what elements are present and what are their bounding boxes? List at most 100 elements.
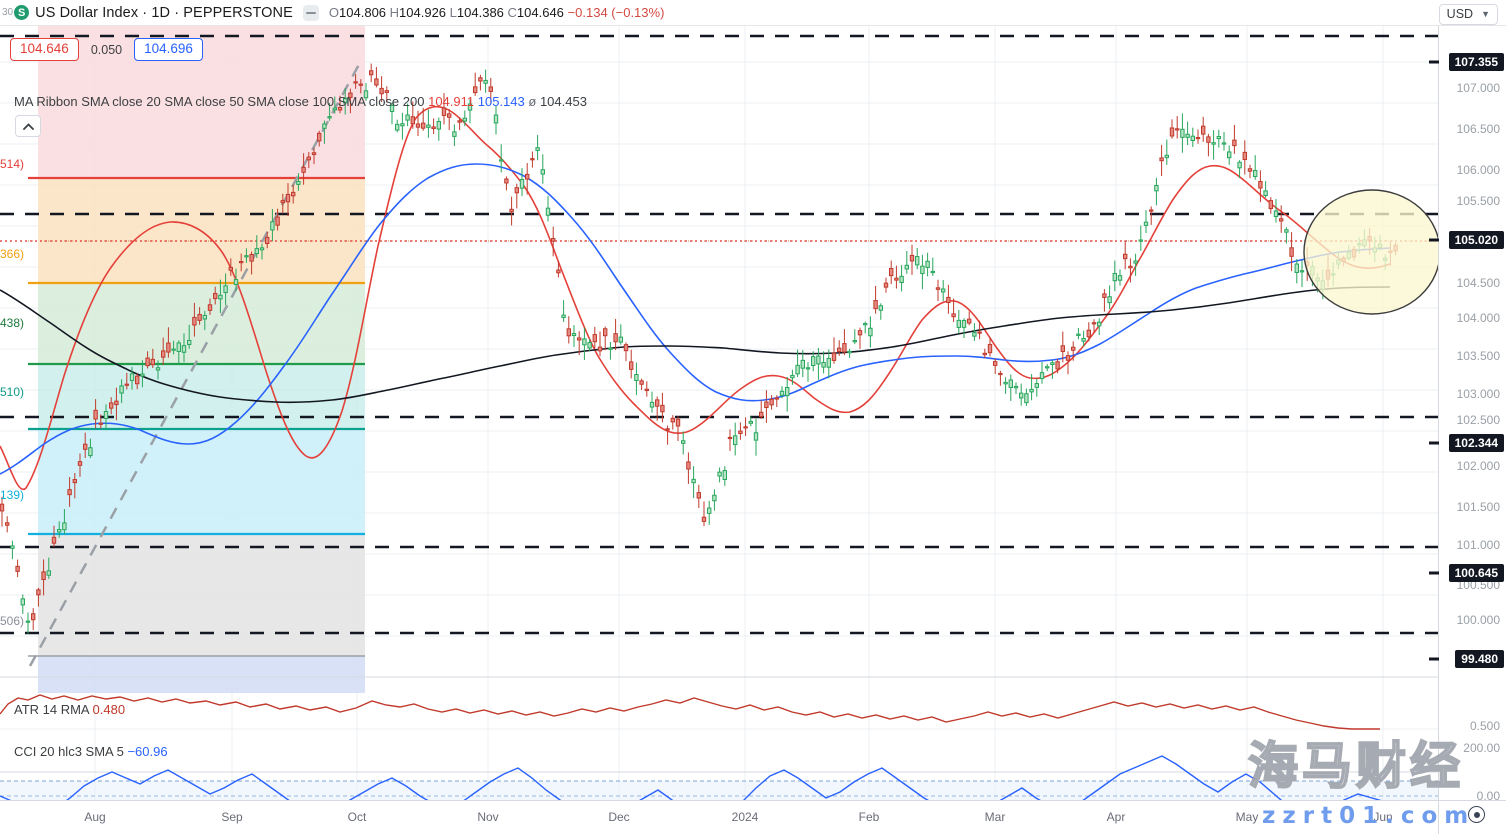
candle-body bbox=[317, 132, 322, 142]
candle-body bbox=[597, 346, 603, 352]
spread-value: 0.050 bbox=[90, 42, 123, 57]
cci-value: −60.96 bbox=[127, 744, 168, 759]
candle-body bbox=[405, 114, 410, 121]
candle-body bbox=[1117, 275, 1123, 281]
atr-name: ATR 14 RMA bbox=[14, 702, 89, 717]
candle-body bbox=[1086, 329, 1091, 338]
fib-level-label: 366) bbox=[0, 247, 25, 261]
candle-body bbox=[759, 411, 764, 418]
candle-body bbox=[925, 260, 930, 268]
symbol-title[interactable]: US Dollar Index · 1D · PEPPERSTONE bbox=[35, 4, 293, 21]
candle-body bbox=[1050, 362, 1055, 366]
candle-body bbox=[1024, 393, 1029, 404]
candle-body bbox=[353, 81, 358, 84]
quote-pill-row: 104.646 0.050 104.696 bbox=[10, 38, 203, 61]
candle-body bbox=[265, 236, 270, 245]
candle-body bbox=[254, 248, 260, 255]
candle-body bbox=[301, 166, 306, 173]
bid-price-pill[interactable]: 104.646 bbox=[10, 38, 79, 61]
candle-body bbox=[291, 191, 296, 197]
candle-body bbox=[831, 352, 837, 361]
candle-body bbox=[1055, 361, 1060, 370]
candle-body bbox=[545, 207, 551, 216]
candle-body bbox=[280, 200, 286, 204]
atr-legend[interactable]: ATR 14 RMA 0.480 bbox=[14, 702, 125, 717]
candle-body bbox=[421, 122, 426, 129]
indicator-tick: 0.00 bbox=[1476, 789, 1500, 803]
ask-price-pill[interactable]: 104.696 bbox=[134, 38, 203, 61]
cci-legend[interactable]: CCI 20 hlc3 SMA 5 −60.96 bbox=[14, 744, 168, 759]
average-icon: ø bbox=[528, 94, 537, 109]
price-axis[interactable]: 107.000 106.500 106.000 105.500 104.500 104.0… bbox=[1429, 26, 1506, 822]
candle-body bbox=[691, 478, 696, 484]
price-level-tag[interactable]: 99.480 bbox=[1455, 650, 1504, 668]
candle-body bbox=[571, 333, 577, 337]
candle-body bbox=[1159, 157, 1164, 162]
watermark-chinese: 海马财经 bbox=[1247, 736, 1464, 796]
candle-body bbox=[1242, 151, 1247, 160]
candle-body bbox=[452, 131, 457, 137]
candle-body bbox=[36, 589, 41, 596]
candle-body bbox=[10, 545, 15, 549]
price-level-tag[interactable]: 105.020 bbox=[1448, 231, 1504, 249]
candle-body bbox=[218, 294, 223, 300]
candle-body bbox=[909, 254, 915, 262]
candle-body bbox=[109, 402, 114, 409]
candle-body bbox=[1102, 293, 1107, 298]
candle-body bbox=[1206, 136, 1211, 143]
candle-body bbox=[863, 323, 868, 326]
candle-body bbox=[577, 337, 582, 341]
candle-body bbox=[103, 411, 109, 419]
candle-body bbox=[462, 117, 468, 122]
currency-selector[interactable]: USD ▼ bbox=[1438, 4, 1498, 25]
watermark-url: zzrt01.com bbox=[1262, 803, 1476, 829]
candle-body bbox=[473, 86, 478, 94]
price-tick: 106.500 bbox=[1456, 122, 1500, 136]
candle-body bbox=[1008, 379, 1013, 388]
candle-body bbox=[660, 404, 665, 413]
candle-body bbox=[447, 113, 452, 118]
ma-ribbon-value-blue: 105.143 bbox=[477, 94, 525, 109]
candle-body bbox=[1169, 127, 1175, 137]
chart-plot-area[interactable]: 104.646 0.050 104.696 MA Ribbon SMA clos… bbox=[0, 26, 1438, 800]
candle-body bbox=[987, 343, 993, 354]
candle-body bbox=[358, 83, 364, 86]
price-level-marker bbox=[1429, 60, 1439, 64]
candle-body bbox=[296, 180, 301, 185]
candle-body bbox=[374, 78, 379, 86]
price-level-tag[interactable]: 102.344 bbox=[1448, 434, 1504, 452]
candle-body bbox=[977, 331, 982, 334]
candle-body bbox=[795, 364, 800, 375]
candle-body bbox=[15, 565, 20, 572]
candle-body bbox=[1164, 154, 1169, 159]
highlight-ellipse bbox=[1303, 189, 1438, 315]
candle-body bbox=[868, 327, 873, 337]
candle-body bbox=[1112, 272, 1117, 282]
eye-hidden-icon[interactable] bbox=[302, 4, 319, 21]
collapse-pane-button[interactable] bbox=[15, 115, 41, 137]
tradingview-logo[interactable] bbox=[16, 798, 52, 800]
symbol-logo-icon: S bbox=[14, 5, 30, 20]
price-tick: 102.500 bbox=[1456, 413, 1500, 427]
candle-body bbox=[1060, 345, 1065, 352]
candle-body bbox=[197, 313, 202, 321]
ma-ribbon-value-avg: 104.453 bbox=[539, 94, 587, 109]
price-level-tag[interactable]: 107.355 bbox=[1448, 53, 1504, 71]
candle-body bbox=[77, 461, 83, 466]
candle-body bbox=[743, 426, 748, 429]
candle-body bbox=[1289, 247, 1294, 257]
currency-label: USD bbox=[1446, 7, 1474, 21]
candle-body bbox=[145, 357, 150, 367]
candle-body bbox=[311, 152, 317, 156]
candle-body bbox=[504, 178, 509, 184]
ma-ribbon-legend[interactable]: MA Ribbon SMA close 20 SMA close 50 SMA … bbox=[14, 94, 587, 109]
candle-body bbox=[1175, 128, 1180, 131]
candle-body bbox=[410, 116, 416, 125]
candle-body bbox=[1227, 151, 1232, 159]
time-tick: Apr bbox=[1106, 810, 1126, 824]
ohlc-values: O104.806 H104.926 L104.386 C104.646 −0.1… bbox=[329, 5, 665, 20]
candle-body bbox=[1029, 388, 1034, 393]
price-level-tag[interactable]: 100.645 bbox=[1448, 564, 1504, 582]
time-axis[interactable]: Aug Sep Oct Nov Dec 2024 Feb Mar Apr May Jun bbox=[0, 800, 1438, 834]
candle-body bbox=[618, 336, 623, 343]
